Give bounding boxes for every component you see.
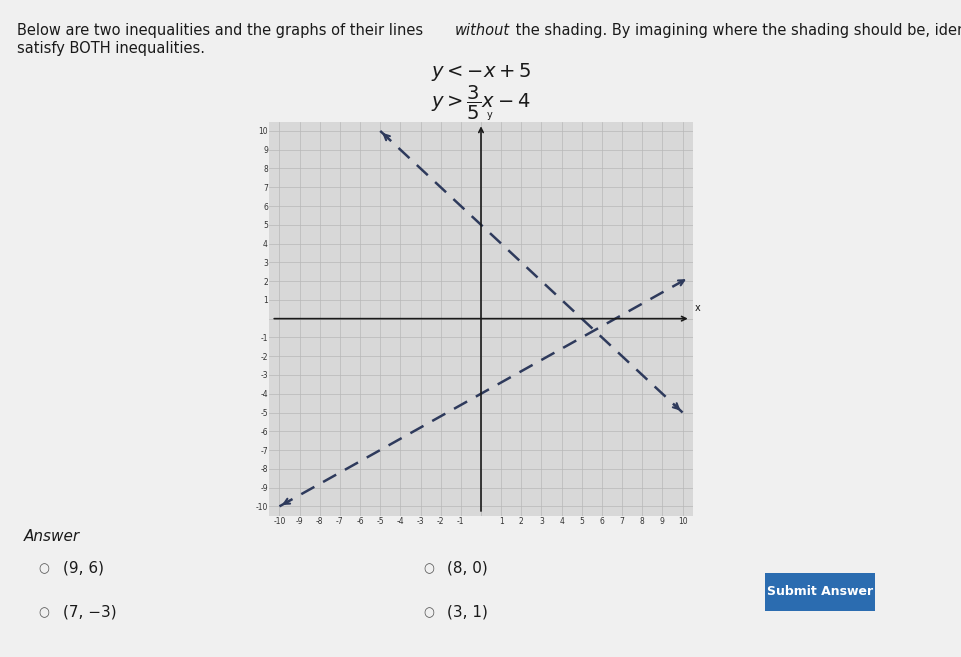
Text: (3, 1): (3, 1) [447,605,487,620]
Text: ○: ○ [423,562,433,575]
Text: ○: ○ [423,606,433,619]
Text: (8, 0): (8, 0) [447,561,487,576]
Text: $y > \dfrac{3}{5}x - 4$: $y > \dfrac{3}{5}x - 4$ [431,84,530,122]
Text: satisfy BOTH inequalities.: satisfy BOTH inequalities. [17,41,205,56]
Text: (9, 6): (9, 6) [62,561,104,576]
Text: x: x [694,303,700,313]
Text: the shading. By imagining where the shading should be, identify which point woul: the shading. By imagining where the shad… [510,23,961,38]
Text: ○: ○ [38,562,49,575]
Text: Answer: Answer [24,529,80,544]
Text: Submit Answer: Submit Answer [766,585,873,599]
Text: y: y [486,110,492,120]
Text: $y < -x+5$: $y < -x+5$ [431,61,530,83]
Text: without: without [455,23,509,38]
Text: (7, −3): (7, −3) [62,605,116,620]
Text: Below are two inequalities and the graphs of their lines: Below are two inequalities and the graph… [17,23,428,38]
Text: ○: ○ [38,606,49,619]
